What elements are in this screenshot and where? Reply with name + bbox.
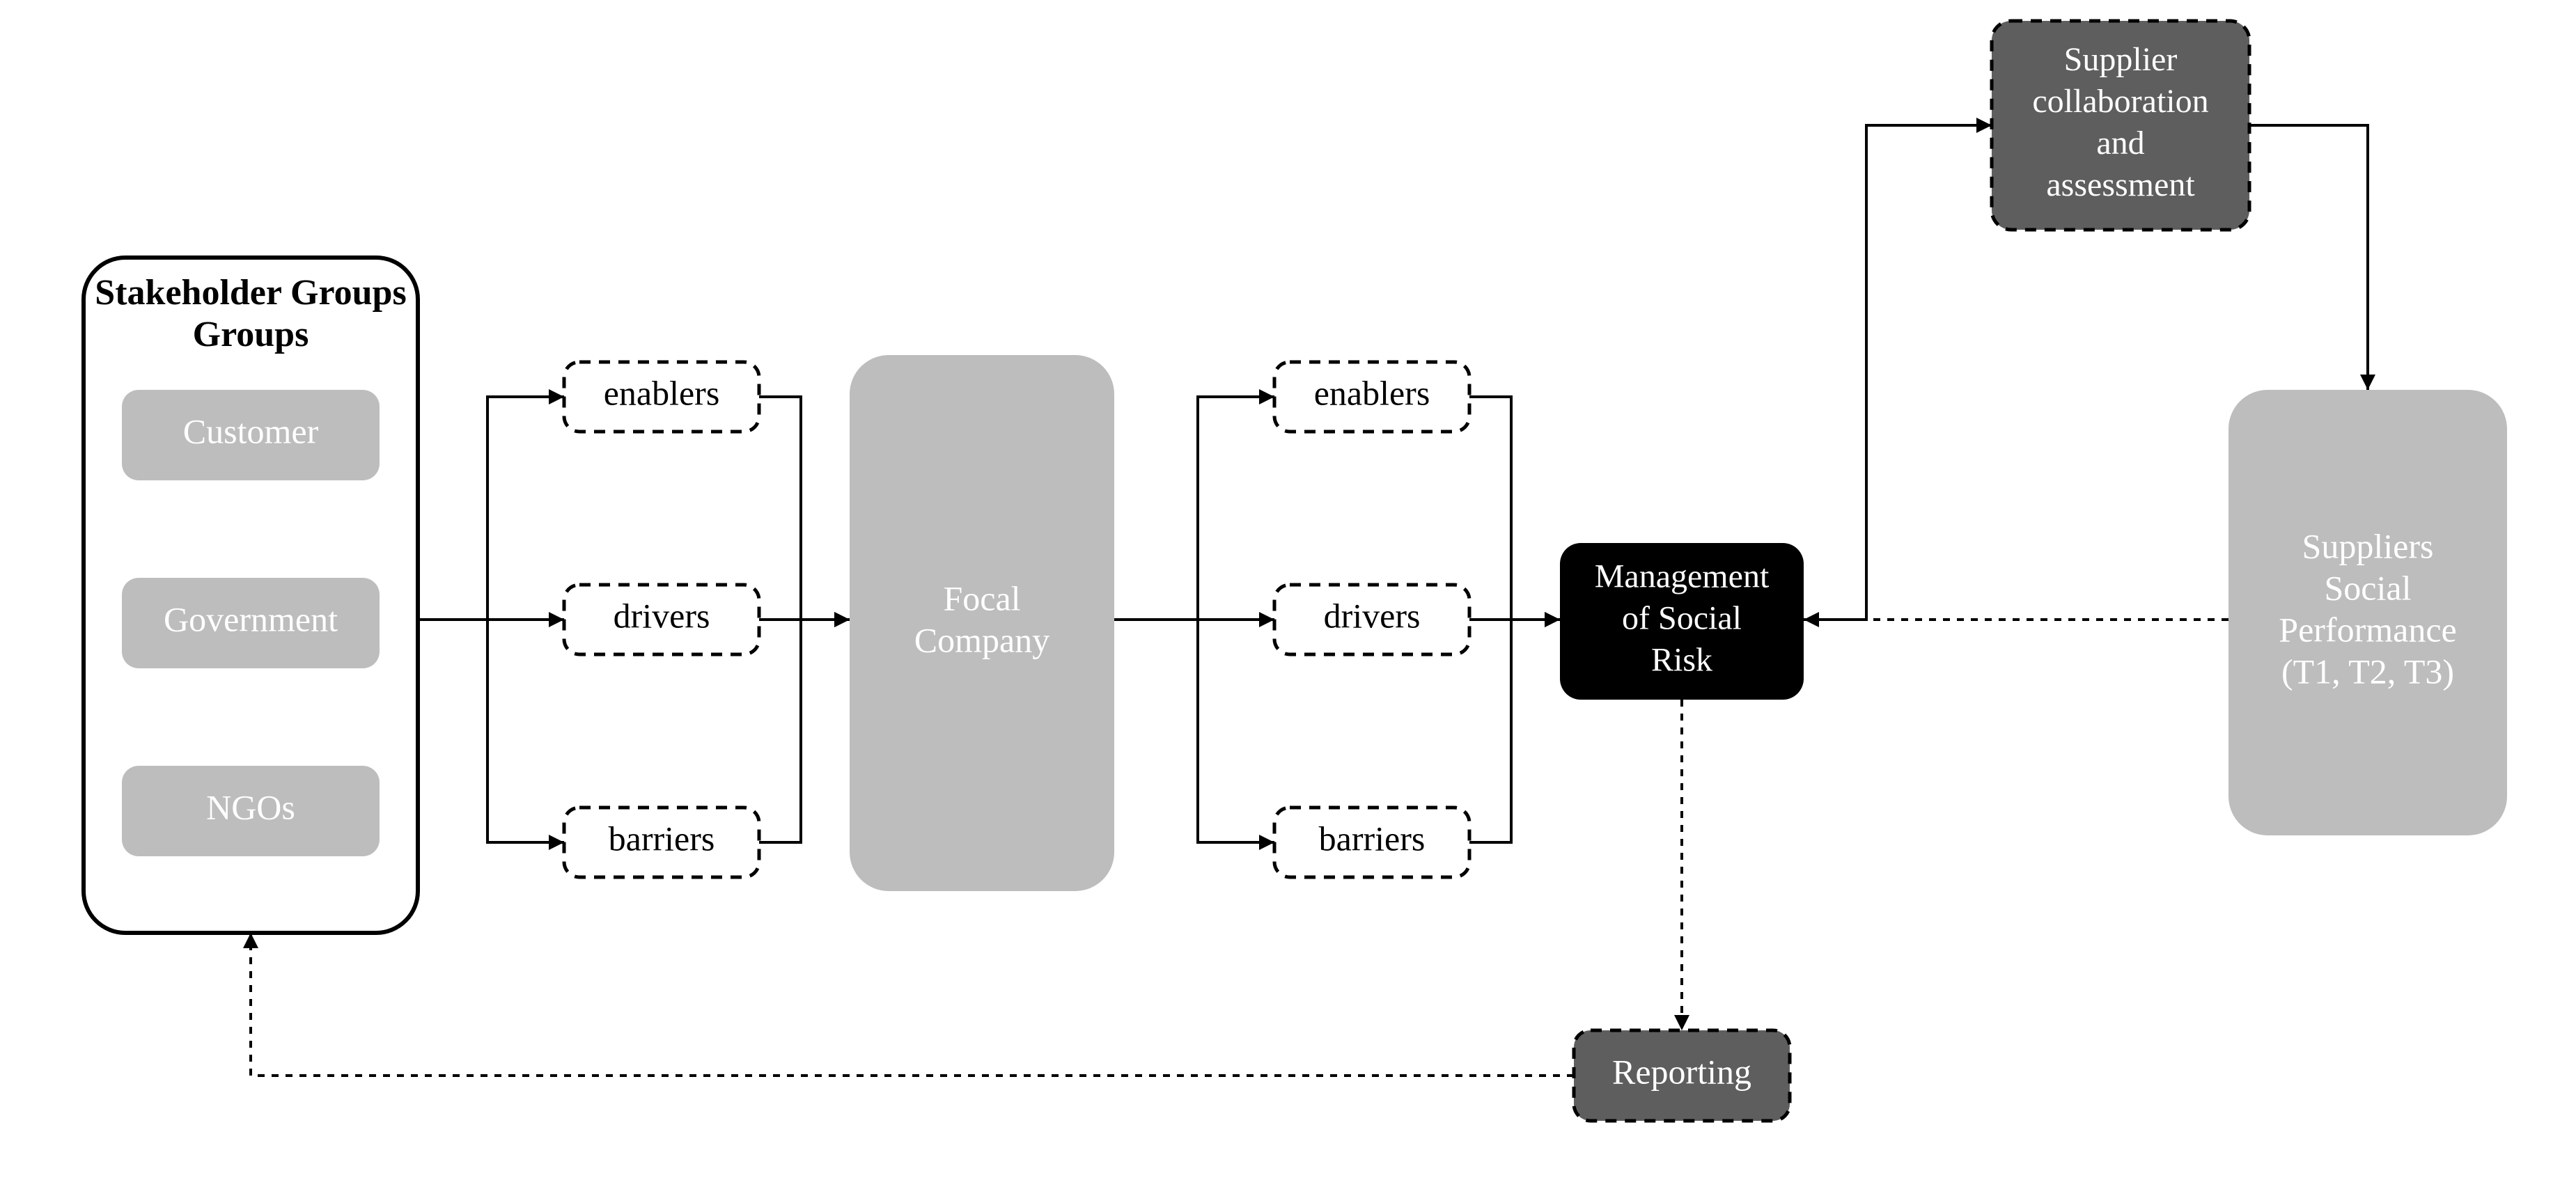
edge-enablers2-to-mgmt xyxy=(1469,397,1560,620)
edge-focal-to-barriers2 xyxy=(1114,620,1274,842)
edge-mgmt-to-collab xyxy=(1804,125,1992,620)
focal-label-2: Company xyxy=(914,620,1049,659)
mgmt-label-2: of Social xyxy=(1622,600,1742,637)
collab-label-1: Supplier xyxy=(2064,41,2178,78)
perf-label-4: (T1, T2, T3) xyxy=(2281,652,2454,691)
enablers1-node: enablers xyxy=(564,362,759,432)
perf-label-2: Social xyxy=(2325,568,2412,607)
collab-label-4: assessment xyxy=(2046,166,2195,203)
perf-label-1: Suppliers xyxy=(2302,526,2434,565)
focal-company-node: FocalCompany xyxy=(850,355,1114,891)
suppliers-performance-node: SuppliersSocialPerformance(T1, T2, T3) xyxy=(2228,390,2507,835)
collab-label-2: collaboration xyxy=(2032,83,2208,120)
ngos-node-label: NGOs xyxy=(206,787,295,826)
management-social-risk-node: Management of Social Risk xyxy=(1560,543,1804,700)
collab-label-3: and xyxy=(2096,125,2144,162)
reporting-node-label: Reporting xyxy=(1612,1052,1751,1091)
edge-stake-to-enablers1 xyxy=(418,397,564,620)
drivers2-node: drivers xyxy=(1274,585,1469,654)
drivers1-node-label: drivers xyxy=(614,596,710,635)
focal-label-1: Focal xyxy=(943,579,1020,617)
government-node: Government xyxy=(122,578,380,668)
diagram-container: Stakeholder GroupsGroups Customer Governme… xyxy=(0,0,2576,1180)
government-node-label: Government xyxy=(164,599,338,638)
drivers2-node-label: drivers xyxy=(1324,596,1421,635)
supplier-collaboration-node: Supplier collaboration and assessment xyxy=(1992,21,2249,230)
edge-collab-to-perf xyxy=(2249,125,2368,390)
edge-focal-to-enablers2 xyxy=(1114,397,1274,620)
mgmt-label-3: Risk xyxy=(1651,642,1712,679)
stakeholder-title-2: Groups xyxy=(193,315,309,354)
barriers2-node-label: barriers xyxy=(1319,819,1426,858)
edge-stake-to-barriers1 xyxy=(418,620,564,842)
mgmt-label-1: Management xyxy=(1595,558,1770,595)
enablers1-node-label: enablers xyxy=(604,373,720,412)
reporting-node: Reporting xyxy=(1574,1030,1790,1121)
stakeholder-title-1: Stakeholder Groups xyxy=(95,273,406,313)
perf-label-3: Performance xyxy=(2279,610,2456,649)
flow-diagram: Stakeholder GroupsGroups Customer Governme… xyxy=(0,0,2576,1180)
barriers2-node: barriers xyxy=(1274,808,1469,877)
edge-barriers1-to-focal xyxy=(759,620,850,842)
edge-barriers2-to-mgmt xyxy=(1469,620,1560,842)
barriers1-node: barriers xyxy=(564,808,759,877)
enablers2-node: enablers xyxy=(1274,362,1469,432)
customer-node-label: Customer xyxy=(183,411,319,450)
enablers2-node-label: enablers xyxy=(1314,373,1430,412)
edge-reporting-to-stake xyxy=(251,933,1574,1076)
barriers1-node-label: barriers xyxy=(609,819,715,858)
drivers1-node: drivers xyxy=(564,585,759,654)
customer-node: Customer xyxy=(122,390,380,480)
ngos-node: NGOs xyxy=(122,766,380,856)
edge-enablers1-to-focal xyxy=(759,397,850,620)
